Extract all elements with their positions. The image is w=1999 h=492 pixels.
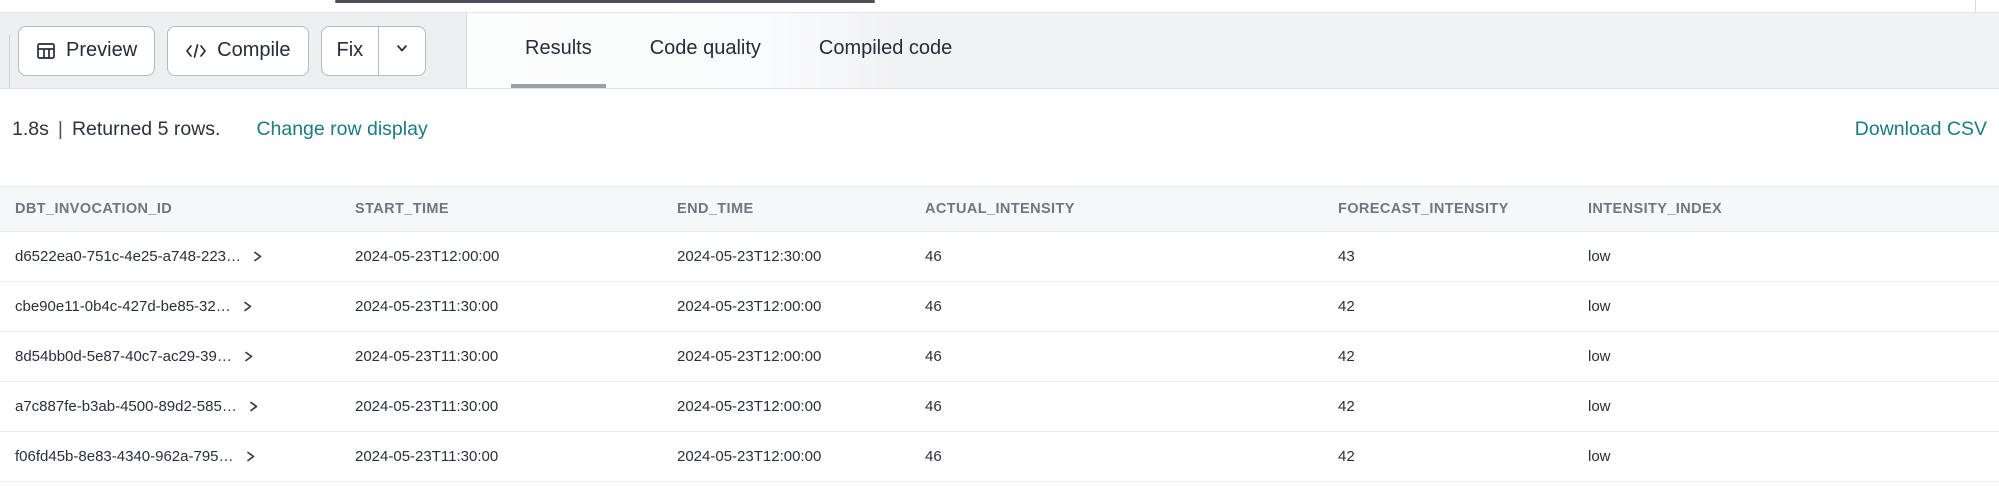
actual-intensity-cell: 46: [910, 231, 1323, 282]
table-row: d6522ea0-751c-4e25-a748-223… 2024-05-23T…: [0, 231, 1999, 282]
results-table-header: DBT_INVOCATION_ID START_TIME END_TIME AC…: [0, 186, 1999, 232]
pane-edge-divider: [9, 35, 10, 88]
actual-intensity-cell: 46: [910, 381, 1323, 432]
intensity-index-cell: low: [1573, 431, 1999, 482]
table-row: 8d54bb0d-5e87-40c7-ac29-39… 2024-05-23T1…: [0, 331, 1999, 382]
column-header-forecast-intensity: FORECAST_INTENSITY: [1323, 186, 1573, 232]
preview-button[interactable]: Preview: [18, 25, 156, 76]
actual-intensity-cell: 46: [910, 281, 1323, 332]
chevron-right-icon[interactable]: [251, 250, 264, 263]
forecast-intensity-cell: 43: [1323, 231, 1573, 282]
editor-scrollbar-track: [0, 0, 1999, 13]
code-brackets-icon: [185, 42, 207, 60]
column-header-intensity-index: INTENSITY_INDEX: [1573, 186, 1999, 232]
download-csv-link[interactable]: Download CSV: [1854, 118, 1987, 140]
chevron-right-icon[interactable]: [247, 400, 260, 413]
column-header-dbt-invocation-id: DBT_INVOCATION_ID: [0, 186, 340, 232]
tab-compiled-code[interactable]: Compiled code: [805, 13, 966, 88]
query-duration: 1.8s: [12, 118, 49, 140]
end-time-cell: 2024-05-23T12:00:00: [662, 281, 910, 332]
column-header-start-time: START_TIME: [340, 186, 662, 232]
invocation-id-text: d6522ea0-751c-4e25-a748-223…: [15, 248, 242, 265]
forecast-intensity-cell: 42: [1323, 281, 1573, 332]
actual-intensity-cell: 46: [910, 331, 1323, 382]
editor-scrollbar-thumb[interactable]: [335, 0, 875, 3]
table-row: cbe90e11-0b4c-427d-be85-32… 2024-05-23T1…: [0, 281, 1999, 332]
status-separator: |: [57, 118, 63, 140]
forecast-intensity-cell: 42: [1323, 331, 1573, 382]
compile-button-label: Compile: [217, 39, 291, 61]
start-time-cell: 2024-05-23T11:30:00: [340, 431, 662, 482]
end-time-cell: 2024-05-23T12:30:00: [662, 231, 910, 282]
invocation-id-text: f06fd45b-8e83-4340-962a-795…: [15, 448, 234, 465]
table-grid-icon: [36, 41, 56, 61]
results-tab-bar: Results Code quality Compiled code: [467, 13, 1999, 88]
forecast-intensity-cell: 42: [1323, 381, 1573, 432]
tab-code-quality[interactable]: Code quality: [636, 13, 775, 88]
table-row: f06fd45b-8e83-4340-962a-795… 2024-05-23T…: [0, 431, 1999, 482]
intensity-index-cell: low: [1573, 331, 1999, 382]
results-toolbar: Preview Compile Fix: [0, 13, 1999, 89]
change-row-display-link[interactable]: Change row display: [256, 118, 428, 140]
status-bar: 1.8s | Returned 5 rows. Change row displ…: [0, 89, 1999, 186]
intensity-index-cell: low: [1573, 281, 1999, 332]
intensity-index-cell: low: [1573, 381, 1999, 432]
chevron-down-icon: [394, 39, 410, 62]
toolbar-button-group: Preview Compile Fix: [0, 13, 467, 88]
fix-button-label: Fix: [336, 39, 364, 61]
query-summary: 1.8s | Returned 5 rows.: [12, 118, 220, 141]
invocation-id-text: cbe90e11-0b4c-427d-be85-32…: [15, 298, 231, 315]
fix-split-button: Fix: [320, 25, 427, 76]
start-time-cell: 2024-05-23T11:30:00: [340, 381, 662, 432]
chevron-right-icon[interactable]: [244, 450, 257, 463]
table-row: a7c887fe-b3ab-4500-89d2-585… 2024-05-23T…: [0, 381, 1999, 432]
row-count-text: Returned 5 rows.: [71, 118, 221, 140]
preview-button-label: Preview: [66, 39, 138, 61]
compile-button[interactable]: Compile: [167, 25, 309, 76]
end-time-cell: 2024-05-23T12:00:00: [662, 431, 910, 482]
pane-divider: [1975, 0, 1976, 12]
tab-results-label: Results: [525, 37, 592, 59]
invocation-id-text: a7c887fe-b3ab-4500-89d2-585…: [15, 398, 237, 415]
tab-code-quality-label: Code quality: [649, 37, 761, 59]
chevron-right-icon[interactable]: [241, 300, 254, 313]
forecast-intensity-cell: 42: [1323, 431, 1573, 482]
start-time-cell: 2024-05-23T11:30:00: [340, 331, 662, 382]
start-time-cell: 2024-05-23T11:30:00: [340, 281, 662, 332]
tab-results[interactable]: Results: [511, 13, 606, 88]
tab-compiled-code-label: Compiled code: [818, 37, 953, 59]
actual-intensity-cell: 46: [910, 431, 1323, 482]
end-time-cell: 2024-05-23T12:00:00: [662, 331, 910, 382]
column-header-actual-intensity: ACTUAL_INTENSITY: [910, 186, 1323, 232]
intensity-index-cell: low: [1573, 231, 1999, 282]
end-time-cell: 2024-05-23T12:00:00: [662, 381, 910, 432]
fix-dropdown-button[interactable]: [378, 26, 425, 75]
chevron-right-icon[interactable]: [242, 350, 255, 363]
invocation-id-text: 8d54bb0d-5e87-40c7-ac29-39…: [15, 348, 232, 365]
start-time-cell: 2024-05-23T12:00:00: [340, 231, 662, 282]
column-header-end-time: END_TIME: [662, 186, 910, 232]
fix-button[interactable]: Fix: [322, 27, 379, 75]
results-table: DBT_INVOCATION_ID START_TIME END_TIME AC…: [0, 186, 1999, 482]
